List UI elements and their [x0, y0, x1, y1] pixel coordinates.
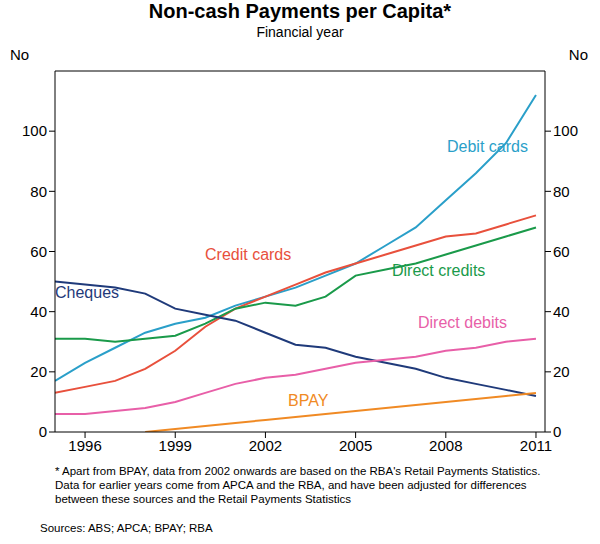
html-text:Direct credits: Direct credits [392, 262, 486, 279]
svg-text:20: 20 [553, 363, 570, 380]
svg-text:2005: 2005 [339, 437, 372, 454]
html-text:Direct debits: Direct debits [418, 314, 507, 331]
svg-text:60: 60 [30, 243, 47, 260]
svg-text:80: 80 [30, 183, 47, 200]
html-text:Cheques: Cheques [55, 284, 119, 301]
svg-text:100: 100 [22, 122, 47, 139]
html-text:No: No [568, 46, 588, 63]
svg-text:80: 80 [553, 183, 570, 200]
svg-text:2002: 2002 [249, 437, 282, 454]
svg-text:0: 0 [39, 423, 47, 440]
svg-text:0: 0 [553, 423, 561, 440]
html-text:Non-cash Payments per Capita*: Non-cash Payments per Capita* [148, 0, 452, 22]
svg-text:2008: 2008 [429, 437, 462, 454]
svg-text:60: 60 [553, 243, 570, 260]
html-text:Credit cards: Credit cards [205, 246, 292, 263]
html-text:BPAY: BPAY [288, 392, 329, 409]
svg-text:1996: 1996 [68, 437, 101, 454]
html-text:* Apart from BPAY, data from 2: * Apart from BPAY, data from 2002 onward… [55, 465, 541, 505]
svg-text:20: 20 [30, 363, 47, 380]
html-text:Sources: ABS; APCA; BPAY; RBA: Sources: ABS; APCA; BPAY; RBA [40, 522, 213, 534]
svg-text:40: 40 [30, 303, 47, 320]
svg-text:100: 100 [553, 122, 578, 139]
svg-text:40: 40 [553, 303, 570, 320]
html-text:No: No [10, 46, 30, 63]
svg-text:2011: 2011 [520, 437, 552, 454]
html-text:Debit cards: Debit cards [447, 138, 528, 155]
svg-text:1999: 1999 [159, 437, 192, 454]
html-text:Financial year: Financial year [256, 24, 344, 40]
